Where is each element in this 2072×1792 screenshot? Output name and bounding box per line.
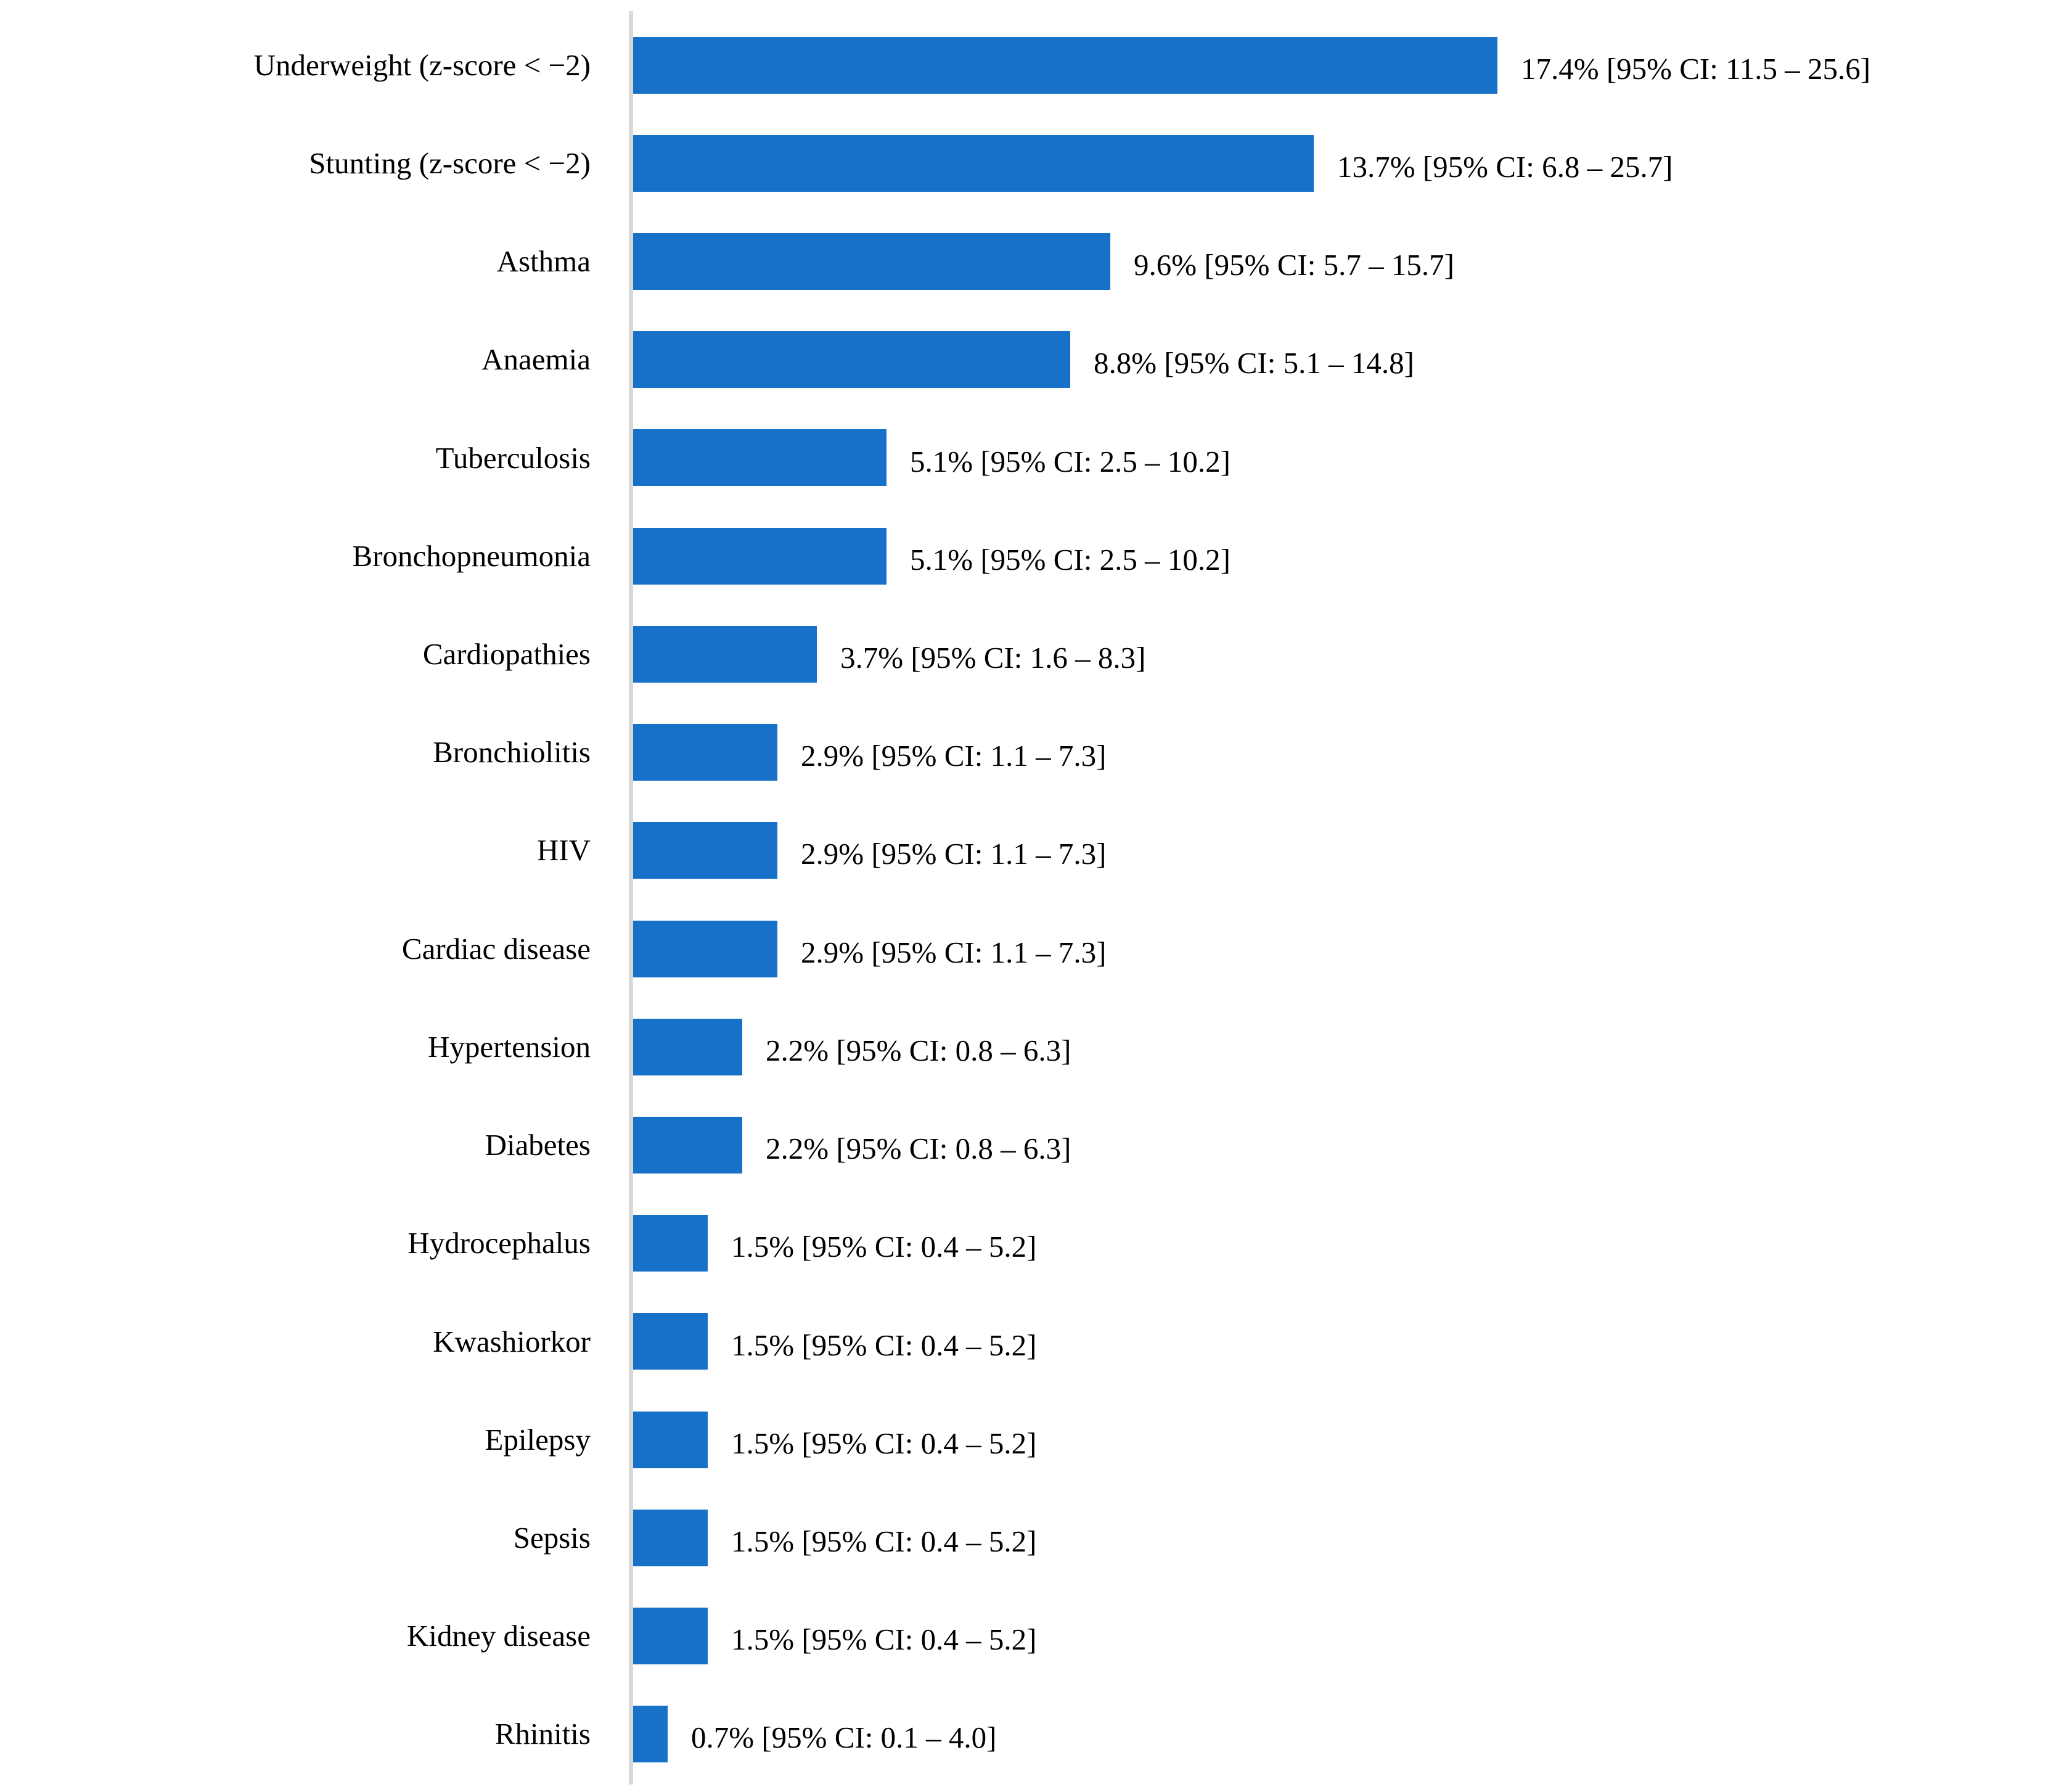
row-plot-area: 2.9% [95% CI: 1.1 – 7.3]: [629, 802, 2072, 900]
category-label: Stunting (z-score < −2): [309, 146, 591, 180]
value-label: 1.5% [95% CI: 0.4 – 5.2]: [731, 1328, 1037, 1362]
value-label: 2.2% [95% CI: 0.8 – 6.3]: [766, 1033, 1071, 1067]
value-label: 1.5% [95% CI: 0.4 – 5.2]: [731, 1426, 1037, 1460]
value-label: 2.9% [95% CI: 1.1 – 7.3]: [801, 739, 1107, 773]
category-label: Cardiopathies: [422, 636, 591, 671]
row-plot-area: 8.8% [95% CI: 5.1 – 14.8]: [629, 311, 2072, 409]
bar: [633, 1411, 708, 1468]
row-plot-area: 3.7% [95% CI: 1.6 – 8.3]: [629, 605, 2072, 703]
row-plot-area: 1.5% [95% CI: 0.4 – 5.2]: [629, 1587, 2072, 1685]
bar: [633, 233, 1110, 290]
value-label: 3.7% [95% CI: 1.6 – 8.3]: [840, 640, 1146, 675]
value-label: 5.1% [95% CI: 2.5 – 10.2]: [910, 444, 1231, 479]
bar: [633, 1706, 668, 1763]
row-plot-area: 1.5% [95% CI: 0.4 – 5.2]: [629, 1391, 2072, 1489]
value-label: 1.5% [95% CI: 0.4 – 5.2]: [731, 1230, 1037, 1264]
bar: [633, 822, 777, 879]
chart-row: Kwashiorkor 1.5% [95% CI: 0.4 – 5.2]: [0, 1293, 2072, 1391]
bar: [633, 134, 1314, 192]
category-label: Underweight (z-score < −2): [253, 47, 591, 82]
category-label: Kidney disease: [407, 1619, 591, 1653]
category-label: Hypertension: [428, 1029, 591, 1064]
value-label: 0.7% [95% CI: 0.1 – 4.0]: [691, 1720, 997, 1755]
category-label: Tuberculosis: [435, 440, 591, 475]
category-label: Bronchiolitis: [433, 735, 591, 770]
row-plot-area: 13.7% [95% CI: 6.8 – 25.7]: [629, 114, 2072, 212]
category-label: Sepsis: [513, 1520, 591, 1555]
chart-row: Stunting (z-score < −2) 13.7% [95% CI: 6…: [0, 114, 2072, 212]
bar: [633, 1608, 708, 1665]
row-plot-area: 9.6% [95% CI: 5.7 – 15.7]: [629, 212, 2072, 310]
row-plot-area: 2.2% [95% CI: 0.8 – 6.3]: [629, 998, 2072, 1096]
chart-row: Bronchiolitis 2.9% [95% CI: 1.1 – 7.3]: [0, 704, 2072, 802]
bar: [633, 625, 817, 683]
chart-row: Anaemia 8.8% [95% CI: 5.1 – 14.8]: [0, 311, 2072, 409]
row-plot-area: 17.4% [95% CI: 11.5 – 25.6]: [629, 16, 2072, 114]
row-plot-area: 1.5% [95% CI: 0.4 – 5.2]: [629, 1293, 2072, 1391]
bar: [633, 527, 887, 585]
chart-row: Hypertension 2.2% [95% CI: 0.8 – 6.3]: [0, 998, 2072, 1096]
chart-row: Kidney disease 1.5% [95% CI: 0.4 – 5.2]: [0, 1587, 2072, 1685]
chart-row: Diabetes 2.2% [95% CI: 0.8 – 6.3]: [0, 1096, 2072, 1194]
bar: [633, 1313, 708, 1370]
row-plot-area: 1.5% [95% CI: 0.4 – 5.2]: [629, 1194, 2072, 1293]
value-label: 2.2% [95% CI: 0.8 – 6.3]: [766, 1132, 1071, 1166]
chart-row: Sepsis 1.5% [95% CI: 0.4 – 5.2]: [0, 1489, 2072, 1587]
bar: [633, 724, 777, 781]
value-label: 1.5% [95% CI: 0.4 – 5.2]: [731, 1622, 1037, 1657]
chart-row: Underweight (z-score < −2) 17.4% [95% CI…: [0, 16, 2072, 114]
bar: [633, 1117, 742, 1174]
row-plot-area: 1.5% [95% CI: 0.4 – 5.2]: [629, 1489, 2072, 1587]
chart-row: Tuberculosis 5.1% [95% CI: 2.5 – 10.2]: [0, 409, 2072, 507]
row-plot-area: 2.9% [95% CI: 1.1 – 7.3]: [629, 900, 2072, 998]
bar: [633, 36, 1497, 94]
chart-row: Hydrocephalus 1.5% [95% CI: 0.4 – 5.2]: [0, 1194, 2072, 1293]
category-label: Epilepsy: [485, 1422, 591, 1457]
bar: [633, 920, 777, 977]
category-label: Cardiac disease: [401, 931, 591, 966]
value-label: 1.5% [95% CI: 0.4 – 5.2]: [731, 1524, 1037, 1558]
value-label: 2.9% [95% CI: 1.1 – 7.3]: [801, 837, 1107, 871]
category-label: Anaemia: [481, 342, 591, 377]
category-label: Kwashiorkor: [433, 1324, 591, 1358]
chart-row: Rhinitis 0.7% [95% CI: 0.1 – 4.0]: [0, 1685, 2072, 1783]
chart-row: Asthma 9.6% [95% CI: 5.7 – 15.7]: [0, 212, 2072, 310]
row-plot-area: 0.7% [95% CI: 0.1 – 4.0]: [629, 1685, 2072, 1783]
category-label: Bronchopneumonia: [352, 538, 591, 573]
category-label: Asthma: [496, 244, 591, 279]
value-label: 8.8% [95% CI: 5.1 – 14.8]: [1094, 346, 1414, 380]
row-plot-area: 5.1% [95% CI: 2.5 – 10.2]: [629, 507, 2072, 605]
value-label: 13.7% [95% CI: 6.8 – 25.7]: [1337, 149, 1673, 184]
row-plot-area: 5.1% [95% CI: 2.5 – 10.2]: [629, 409, 2072, 507]
chart-row: Epilepsy 1.5% [95% CI: 0.4 – 5.2]: [0, 1391, 2072, 1489]
category-label: HIV: [536, 833, 591, 868]
chart-row: Bronchopneumonia 5.1% [95% CI: 2.5 – 10.…: [0, 507, 2072, 605]
chart-row: Cardiac disease 2.9% [95% CI: 1.1 – 7.3]: [0, 900, 2072, 998]
bar: [633, 1509, 708, 1566]
bar: [633, 1018, 742, 1075]
category-label: Diabetes: [485, 1128, 591, 1162]
y-axis-line: [629, 11, 633, 1785]
bar: [633, 429, 887, 487]
row-plot-area: 2.9% [95% CI: 1.1 – 7.3]: [629, 704, 2072, 802]
bar: [633, 331, 1070, 388]
chart-row: Cardiopathies 3.7% [95% CI: 1.6 – 8.3]: [0, 605, 2072, 703]
category-label: Rhinitis: [494, 1717, 591, 1751]
value-label: 17.4% [95% CI: 11.5 – 25.6]: [1521, 51, 1871, 86]
value-label: 5.1% [95% CI: 2.5 – 10.2]: [910, 542, 1231, 577]
value-label: 9.6% [95% CI: 5.7 – 15.7]: [1134, 248, 1454, 282]
chart-row: HIV 2.9% [95% CI: 1.1 – 7.3]: [0, 802, 2072, 900]
row-plot-area: 2.2% [95% CI: 0.8 – 6.3]: [629, 1096, 2072, 1194]
value-label: 2.9% [95% CI: 1.1 – 7.3]: [801, 935, 1107, 969]
bar: [633, 1215, 708, 1272]
category-label: Hydrocephalus: [407, 1226, 591, 1260]
